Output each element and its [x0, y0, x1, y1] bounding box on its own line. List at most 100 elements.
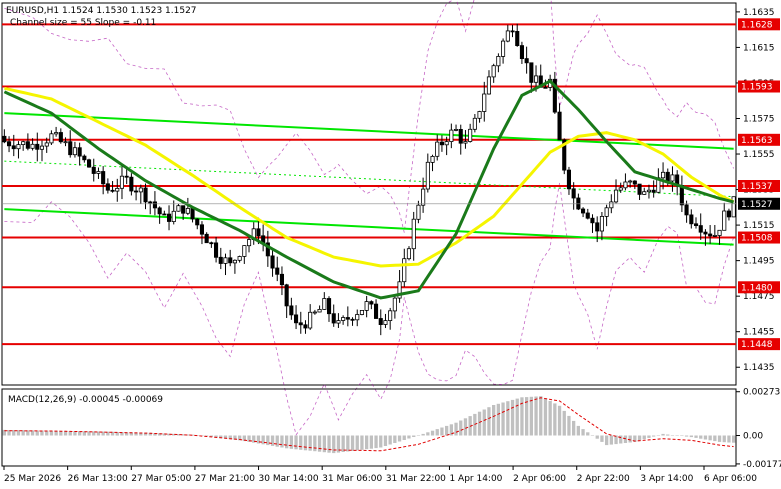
- candle-body: [293, 314, 299, 324]
- macd-histogram-bar: [374, 435, 378, 449]
- level-label: 1.1628: [741, 20, 773, 30]
- macd-histogram-bar: [605, 435, 609, 446]
- candle-body: [303, 324, 308, 329]
- macd-histogram-bar: [322, 435, 326, 453]
- price-tick-label: 1.1615: [743, 43, 775, 53]
- macd-histogram-bar: [647, 435, 651, 438]
- macd-histogram-bar: [576, 425, 580, 436]
- candle-body: [491, 65, 496, 78]
- candle-body: [402, 258, 407, 283]
- macd-histogram-bar: [280, 435, 284, 448]
- macd-histogram-bar: [407, 435, 411, 439]
- channel-info: Channel size = 55 Slope = -0.11: [10, 18, 156, 28]
- channel-upper-line: [4, 112, 734, 150]
- macd-histogram-bar: [242, 435, 246, 442]
- level-label: 1.1537: [741, 182, 773, 192]
- candle-body: [284, 284, 289, 307]
- candle-body: [162, 213, 167, 216]
- candle-body: [364, 301, 369, 311]
- time-tick-label: 31 Mar 06:00: [322, 474, 382, 484]
- candle-body: [68, 141, 73, 156]
- macd-histogram-bar: [190, 434, 195, 436]
- candle-body: [411, 218, 416, 250]
- macd-histogram-bar: [553, 403, 557, 436]
- macd-histogram-bar: [176, 434, 181, 436]
- candle-body: [119, 175, 125, 189]
- macd-histogram-bar: [317, 435, 322, 452]
- macd-histogram-bar: [341, 435, 345, 452]
- macd-histogram-bar: [266, 435, 270, 446]
- macd-tick-label: 0.00273: [743, 388, 780, 398]
- macd-histogram-bar: [148, 432, 152, 436]
- price-tick-label: 1.1475: [743, 292, 775, 302]
- macd-histogram-bar: [642, 435, 646, 440]
- level-tag: [738, 80, 780, 93]
- macd-histogram-bar: [680, 435, 684, 436]
- candle-body: [63, 141, 68, 144]
- candle-body: [115, 187, 120, 192]
- candle-body: [378, 318, 383, 325]
- macd-histogram-bar: [492, 405, 496, 436]
- candle-body: [350, 318, 355, 321]
- candle-body: [218, 256, 223, 264]
- candle-body: [359, 309, 364, 315]
- candle-body: [322, 298, 327, 310]
- candle-body: [336, 320, 341, 324]
- macd-histogram-bar: [134, 432, 138, 436]
- candle-body: [444, 141, 449, 146]
- candle-body: [505, 30, 510, 42]
- candle-body: [722, 210, 727, 231]
- candle-body: [637, 183, 642, 195]
- macd-histogram-bar: [430, 430, 435, 436]
- candle-body: [726, 210, 731, 218]
- macd-panel-frame: [1, 388, 737, 467]
- time-tick-label: 27 Mar 05:00: [131, 474, 191, 484]
- macd-histogram-bar: [703, 435, 708, 440]
- candle-body: [383, 320, 388, 325]
- candle-body: [124, 175, 129, 178]
- macd-histogram-bar: [421, 433, 425, 436]
- macd-histogram-bar: [275, 435, 279, 447]
- macd-histogram-bar: [543, 398, 548, 436]
- candle-body: [425, 161, 430, 190]
- candle-body: [689, 214, 694, 225]
- candle-body: [232, 259, 238, 264]
- macd-histogram-bar: [388, 435, 392, 445]
- candle-body: [519, 45, 524, 59]
- macd-histogram-bar: [73, 431, 77, 436]
- candle-body: [670, 174, 675, 182]
- macd-histogram-bar: [59, 430, 63, 436]
- candle-body: [557, 111, 562, 141]
- candle-body: [463, 141, 468, 144]
- candle-body: [16, 144, 21, 150]
- candle-body: [105, 183, 110, 191]
- macd-histogram-bar: [7, 430, 11, 436]
- candle-body: [228, 257, 233, 264]
- candle-body: [213, 242, 219, 258]
- macd-histogram-bar: [586, 432, 590, 436]
- candle-body: [708, 233, 713, 237]
- candle-body: [614, 189, 619, 203]
- candle-body: [138, 187, 143, 193]
- macd-histogram-bar: [78, 431, 82, 436]
- candle-body: [571, 188, 576, 199]
- candle-body: [665, 171, 670, 182]
- macd-histogram-bar: [501, 402, 505, 436]
- macd-histogram-bar: [666, 434, 670, 436]
- macd-histogram-bar: [623, 435, 628, 443]
- macd-histogram-bar: [158, 433, 162, 436]
- macd-histogram-bar: [435, 429, 439, 436]
- candle-body: [543, 86, 548, 89]
- candle-body: [110, 189, 115, 192]
- time-axis: 25 Mar 2026 26 Mar 13:00 27 Mar 05:00 27 Ma…: [3, 466, 757, 484]
- candle-body: [185, 207, 190, 214]
- candle-body: [133, 190, 139, 193]
- candle-body: [435, 141, 440, 157]
- level-label: 1.1563: [741, 136, 773, 146]
- price-tick-label: 1.1495: [743, 257, 775, 267]
- candle-body: [731, 196, 736, 218]
- macd-histogram-bar: [228, 435, 232, 440]
- macd-histogram-bar: [506, 401, 510, 436]
- candle-body: [148, 201, 153, 204]
- candle-body: [694, 223, 699, 227]
